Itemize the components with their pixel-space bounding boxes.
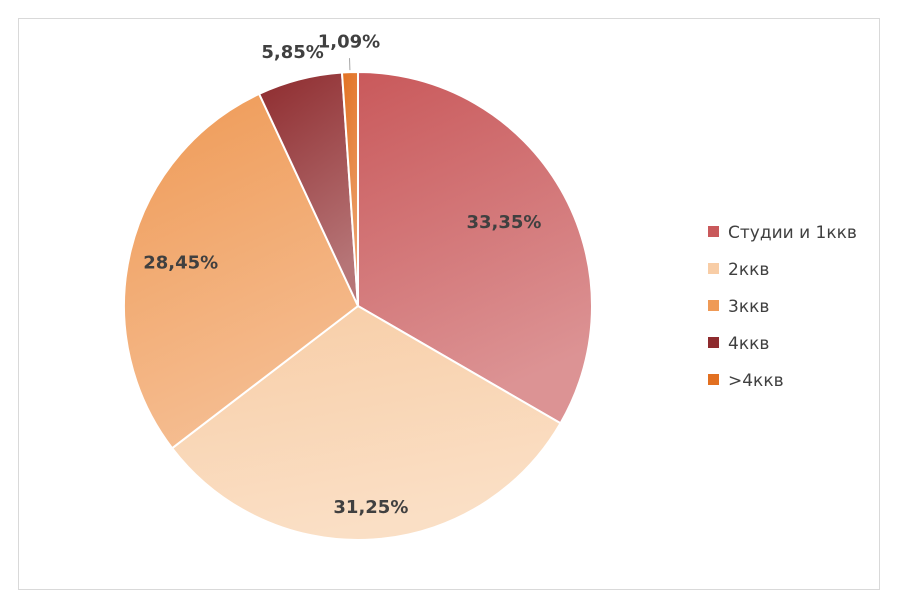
pie-slices: [123, 70, 593, 541]
legend-label-5: >4ккв: [728, 371, 784, 391]
legend-swatch-3: [708, 300, 719, 311]
legend-swatch-5: [708, 374, 719, 385]
data-label-5: 1,09%: [318, 32, 380, 53]
legend-label-3: 3ккв: [728, 297, 769, 317]
data-label-3: 28,45%: [143, 252, 218, 273]
pie-slice-5: [340, 70, 359, 307]
legend-label-4: 4ккв: [728, 334, 769, 354]
legend-label-2: 2ккв: [728, 260, 769, 280]
legend-swatch-2: [708, 263, 719, 274]
legend-swatch-1: [708, 226, 719, 237]
pie-slice-2: [170, 304, 562, 541]
data-label-1: 33,35%: [466, 212, 541, 233]
data-labels: 33,35% 31,25% 28,45% 5,85%1,09%: [143, 32, 541, 518]
data-label-2: 31,25%: [333, 497, 408, 518]
legend: Студии и 1ккв 2ккв 3ккв 4ккв >4ккв: [708, 223, 857, 391]
pie-slice-1: [357, 70, 593, 425]
data-label-4: 5,85%: [261, 42, 323, 63]
legend-label-1: Студии и 1ккв: [728, 223, 857, 243]
legend-swatch-4: [708, 337, 719, 348]
